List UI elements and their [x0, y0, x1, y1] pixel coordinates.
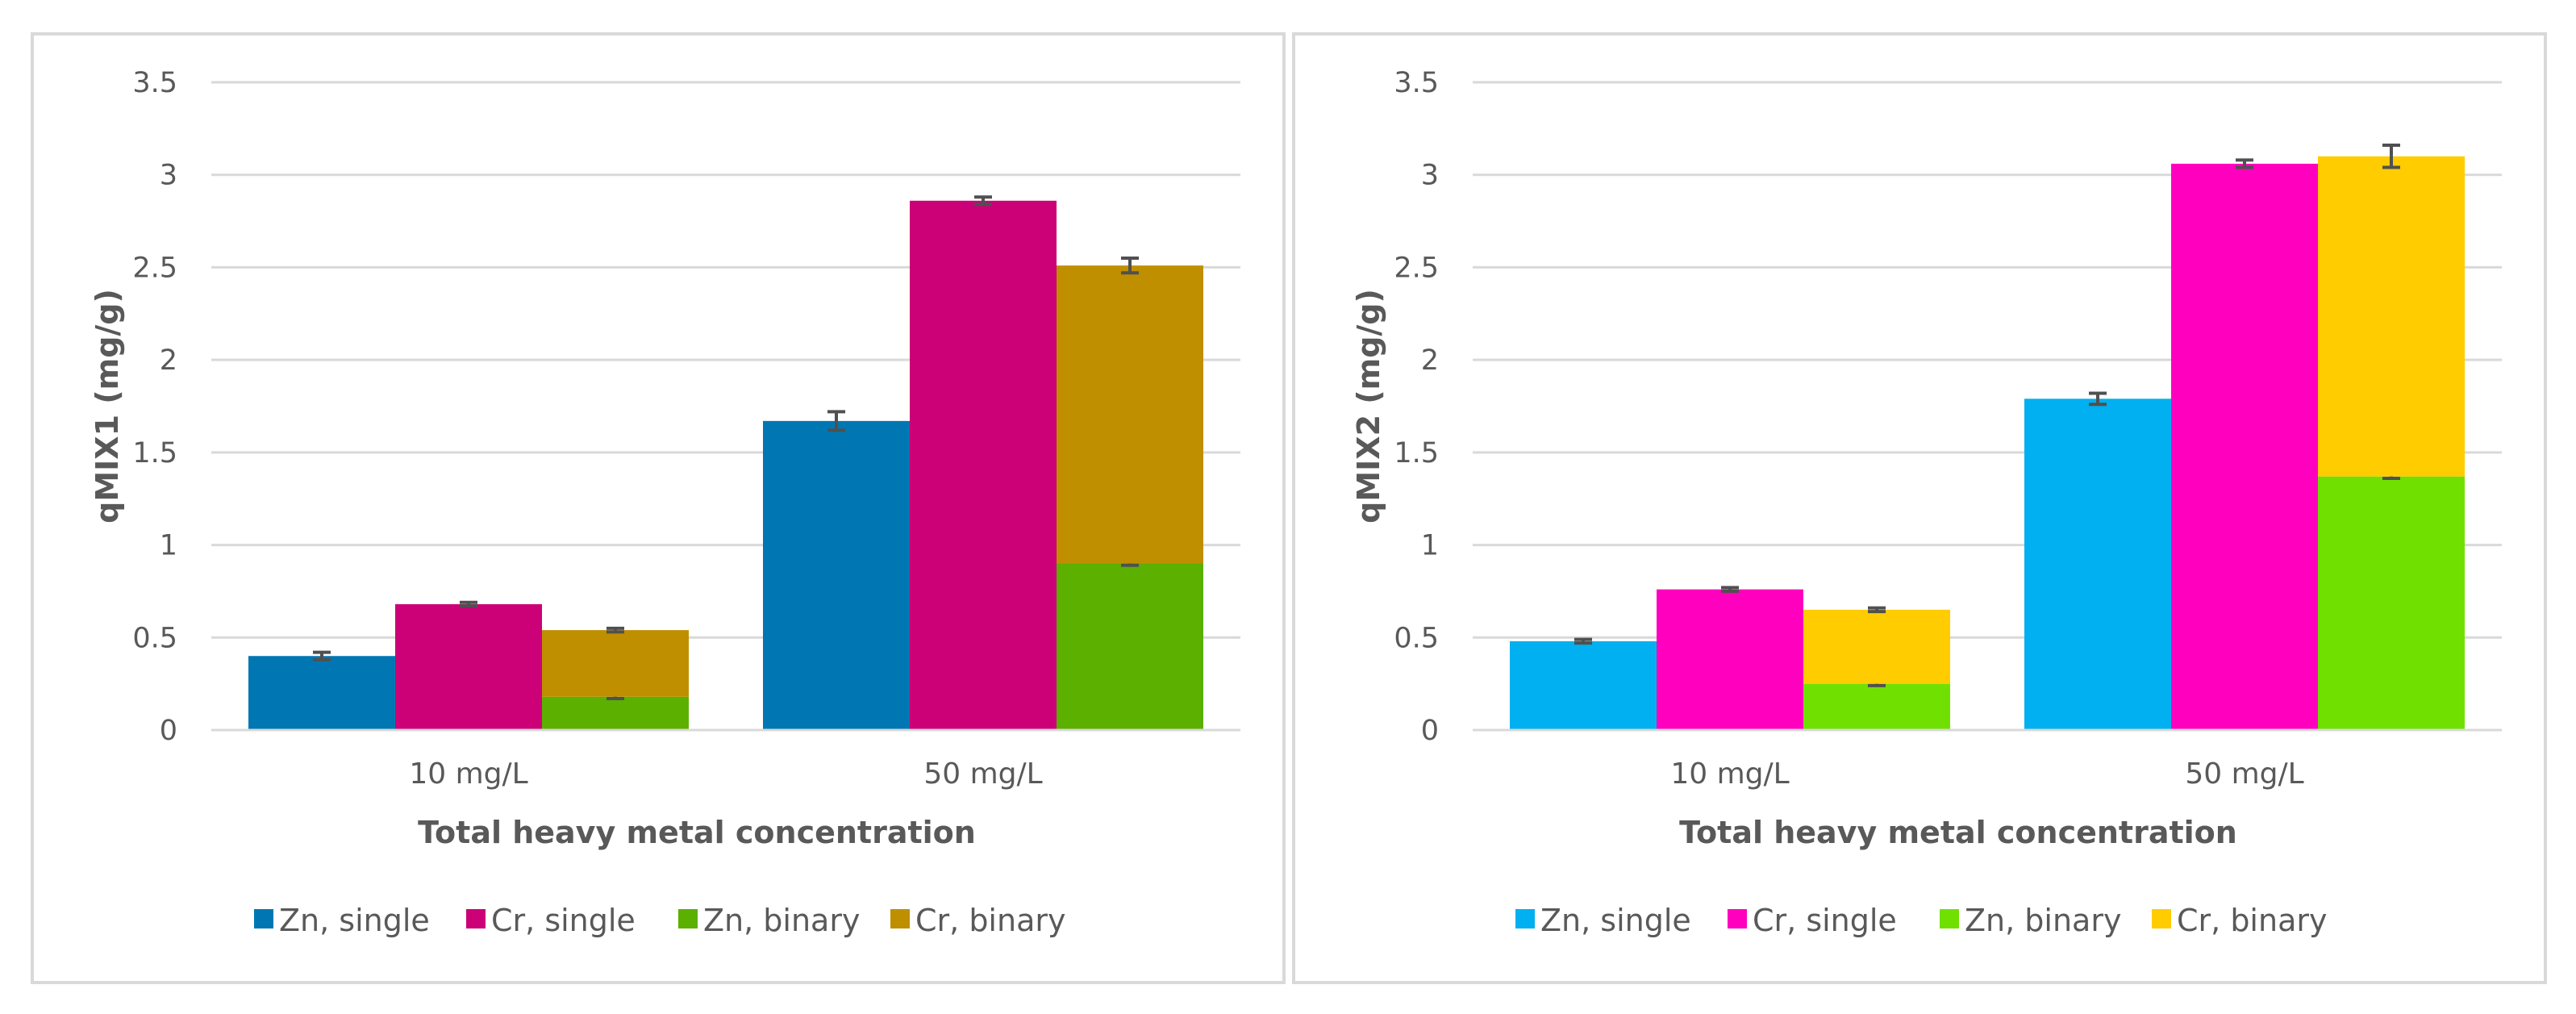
- y-tick-label: 1.5: [1394, 437, 1439, 469]
- legend-label-zn-binary: Zn, binary: [703, 903, 860, 938]
- bar-zn-binary-50-mg-l: [1057, 563, 1203, 730]
- x-category-label: 50 mg/L: [2185, 757, 2303, 791]
- error-bar-zn-single-10-mg-l: [1574, 637, 1592, 645]
- error-bar-cr-single-10-mg-l: [460, 600, 477, 608]
- bar-zn-binary-50-mg-l: [2318, 476, 2465, 730]
- legend-label-cr-single: Cr, single: [491, 903, 636, 938]
- bar-zn-single-10-mg-l: [248, 656, 395, 730]
- legend: Zn, single Cr, single Zn, binary Cr, binary: [1515, 903, 2327, 938]
- bar-cr-single-50-mg-l: [910, 200, 1057, 730]
- y-tick-label: 0: [160, 715, 177, 747]
- bar-cr-binary-10-mg-l: [542, 630, 689, 697]
- y-tick-label: 1.5: [132, 437, 177, 469]
- bar-cr-single-10-mg-l: [395, 603, 542, 730]
- legend-label-zn-single: Zn, single: [1540, 903, 1691, 938]
- error-bar-cr-single-10-mg-l: [1721, 586, 1739, 593]
- y-tick-label: 3: [1421, 160, 1439, 192]
- bar-cr-binary-10-mg-l: [1803, 609, 1950, 684]
- bar-cr-binary-50-mg-l: [2318, 156, 2465, 477]
- chart-0-plot: 0 0.5 1 1.5 2 2.5 3 3.5 10 mg/L 50 mg/L Total heav…: [90, 67, 1240, 938]
- x-axis-title: Total heavy metal concentration: [1679, 815, 2237, 850]
- error-bar-cr-binary-10-mg-l: [606, 626, 624, 634]
- chart-panel-left: 0 0.5 1 1.5 2 2.5 3 3.5 10 mg/L 50 mg/L Total heav…: [31, 32, 1286, 984]
- bar-cr-binary-50-mg-l: [1057, 265, 1203, 564]
- chart-panel-right: 0 0.5 1 1.5 2 2.5 3 3.5 10 mg/L 50 mg/L Total heav…: [1292, 32, 2547, 984]
- y-tick-label: 2: [1421, 344, 1439, 377]
- legend-swatch-cr-single: [1728, 909, 1747, 928]
- chart-left: 0 0.5 1 1.5 2 2.5 3 3.5 10 mg/L 50 mg/L Total heav…: [90, 67, 1240, 938]
- bar-zn-single-50-mg-l: [763, 420, 910, 730]
- bar-cr-single-50-mg-l: [2171, 163, 2318, 730]
- error-bar-zn-single-10-mg-l: [313, 650, 331, 661]
- bar-zn-single-10-mg-l: [1510, 641, 1657, 730]
- bar-cr-single-10-mg-l: [1657, 589, 1803, 730]
- legend-swatch-cr-binary: [2152, 909, 2171, 928]
- y-tick-label: 3: [160, 160, 177, 192]
- legend-swatch-zn-binary: [678, 909, 698, 928]
- y-tick-label: 2.5: [132, 252, 177, 284]
- chart-1-plot: 0 0.5 1 1.5 2 2.5 3 3.5 10 mg/L 50 mg/L Total heav…: [1351, 67, 2502, 938]
- legend-label-cr-single: Cr, single: [1753, 903, 1897, 938]
- error-bar-cr-single-50-mg-l: [974, 195, 992, 207]
- y-tick-label: 0.5: [1394, 622, 1439, 654]
- bar-zn-single-50-mg-l: [2024, 399, 2171, 730]
- y-tick-label: 0.5: [132, 622, 177, 654]
- x-category-label: 10 mg/L: [1670, 757, 1789, 791]
- error-bar-zn-single-50-mg-l: [2089, 391, 2107, 407]
- error-bar-cr-binary-10-mg-l: [1868, 606, 1886, 614]
- legend-label-cr-binary: Cr, binary: [2177, 903, 2327, 938]
- legend-swatch-cr-binary: [890, 909, 910, 928]
- y-tick-label: 1: [160, 530, 177, 562]
- x-category-label: 10 mg/L: [409, 757, 527, 791]
- bar-zn-binary-10-mg-l: [542, 696, 689, 730]
- error-bar-cr-binary-50-mg-l: [2382, 144, 2400, 169]
- y-tick-label: 3.5: [132, 67, 177, 99]
- y-axis-title: qMIX1 (mg/g): [90, 289, 125, 524]
- bar-zn-binary-10-mg-l: [1803, 683, 1950, 730]
- x-axis-title: Total heavy metal concentration: [418, 815, 976, 850]
- legend-label-cr-binary: Cr, binary: [915, 903, 1065, 938]
- y-axis-title: qMIX2 (mg/g): [1351, 289, 1386, 524]
- error-bar-cr-binary-50-mg-l: [1121, 256, 1139, 275]
- legend-label-zn-binary: Zn, binary: [1965, 903, 2121, 938]
- legend: Zn, single Cr, single Zn, binary Cr, binary: [254, 903, 1065, 938]
- legend-swatch-zn-binary: [1940, 909, 1959, 928]
- chart-right: 0 0.5 1 1.5 2 2.5 3 3.5 10 mg/L 50 mg/L Total heav…: [1351, 67, 2502, 938]
- y-tick-label: 2: [160, 344, 177, 377]
- y-tick-label: 3.5: [1394, 67, 1439, 99]
- y-tick-label: 2.5: [1394, 252, 1439, 284]
- error-bar-cr-single-50-mg-l: [2236, 158, 2253, 169]
- x-category-label: 50 mg/L: [923, 757, 1042, 791]
- y-tick-label: 1: [1421, 530, 1439, 562]
- error-bar-zn-single-50-mg-l: [827, 410, 845, 432]
- y-tick-label: 0: [1421, 715, 1439, 747]
- legend-swatch-zn-single: [1515, 909, 1535, 928]
- legend-label-zn-single: Zn, single: [279, 903, 430, 938]
- legend-swatch-cr-single: [466, 909, 486, 928]
- legend-swatch-zn-single: [254, 909, 273, 928]
